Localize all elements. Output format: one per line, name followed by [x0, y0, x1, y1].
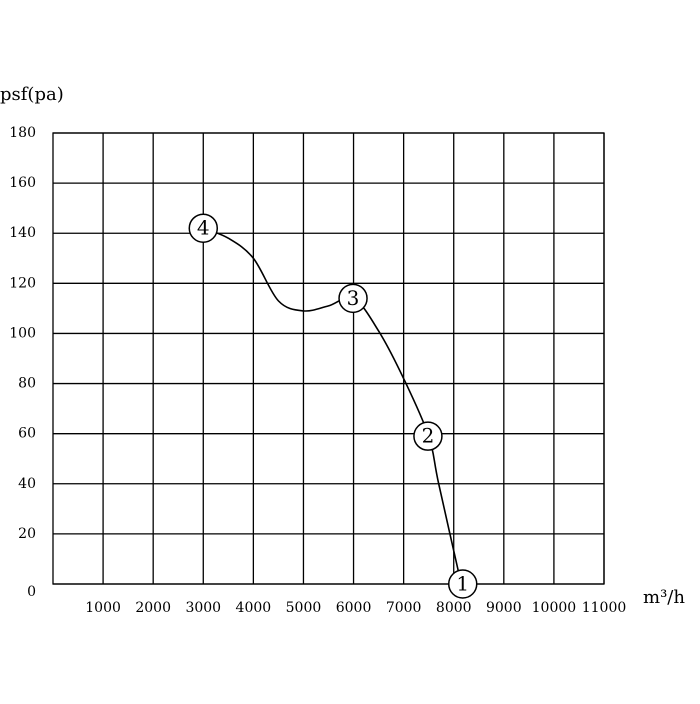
x-axis-label: m³/h — [643, 587, 685, 608]
y-tick-label: 180 — [9, 125, 36, 141]
x-tick-label: 4000 — [236, 600, 272, 616]
point-marker — [188, 213, 219, 243]
y-tick-label: 160 — [9, 175, 36, 191]
point-label: 4 — [197, 216, 210, 240]
point-marker — [338, 283, 368, 314]
x-tick-label: 2000 — [135, 600, 171, 616]
y-tick-label: 0 — [27, 584, 36, 600]
plot-frame — [52, 132, 605, 585]
y-tick-label: 40 — [18, 476, 36, 492]
curve — [202, 227, 463, 585]
point-marker — [413, 421, 443, 451]
x-tick-label: 9000 — [486, 600, 522, 616]
x-tick-label: 1000 — [85, 600, 121, 616]
point-marker — [447, 569, 478, 599]
x-tick-label: 10000 — [532, 600, 577, 616]
y-tick-label: 60 — [18, 426, 36, 442]
x-tick-label: 3000 — [185, 600, 221, 616]
y-tick-label: 20 — [18, 526, 36, 542]
x-tick-label: 7000 — [386, 600, 422, 616]
x-tick-label: 11000 — [582, 600, 627, 616]
y-axis-label: psf(pa) — [0, 84, 64, 105]
point-label: 1 — [456, 572, 469, 596]
y-tick-label: 100 — [9, 325, 36, 341]
x-tick-label: 5000 — [286, 600, 322, 616]
point-label: 2 — [422, 424, 435, 448]
x-tick-label: 8000 — [436, 600, 472, 616]
point-label: 3 — [347, 286, 360, 310]
y-tick-label: 140 — [9, 225, 36, 241]
x-tick-label: 6000 — [336, 600, 372, 616]
y-tick-label: 80 — [18, 376, 36, 392]
y-tick-label: 120 — [9, 275, 36, 291]
